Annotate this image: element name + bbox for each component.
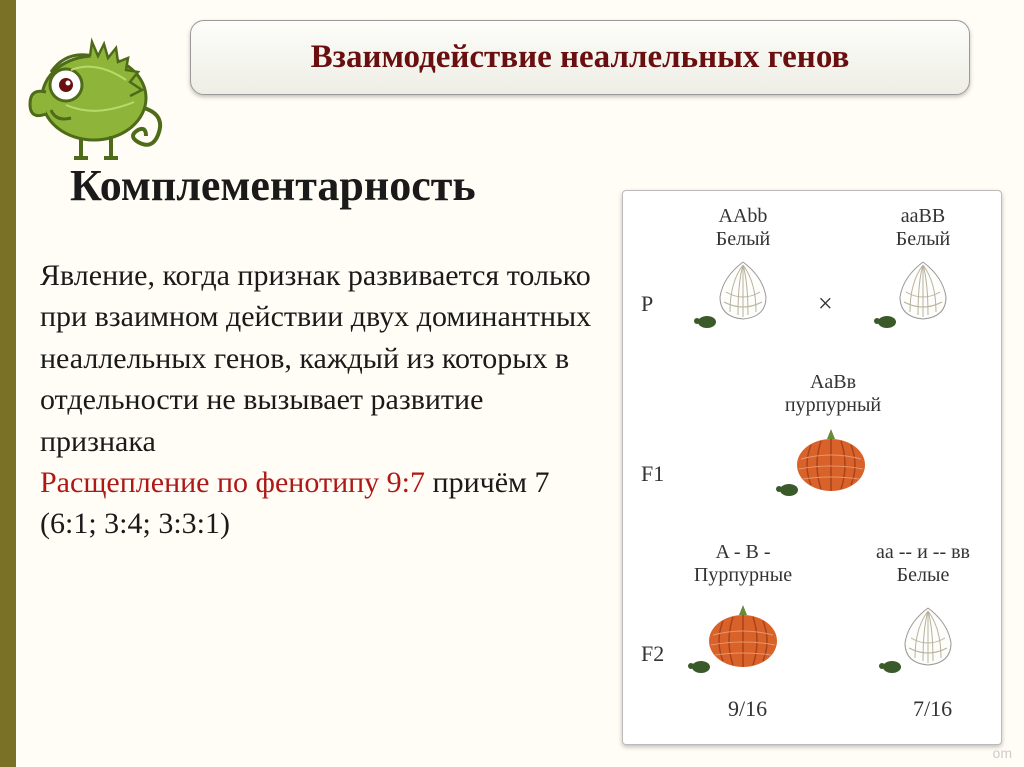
f2-right-phenotype: Белые (897, 564, 950, 586)
pumpkin-f2-icon (703, 601, 783, 669)
f1-phenotype: пурпурный (785, 394, 881, 416)
watermark: om (993, 745, 1012, 761)
side-stripe (0, 0, 16, 767)
pumpkin-f1-icon (791, 425, 871, 493)
body-paragraph: Явление, когда признак развивается тольк… (40, 255, 595, 545)
genetics-diagram: AAbb Белый aaBB Белый P × AaBв пурпурный… (622, 190, 1002, 745)
title-banner: Взаимодействие неаллельных генов (190, 20, 970, 95)
f2-side-label: F2 (641, 641, 664, 667)
parent-right-genotype: aaBB (901, 205, 945, 227)
f1-side-label: F1 (641, 461, 664, 487)
p-label: P (641, 291, 653, 317)
parent-left-genotype: AAbb (719, 205, 768, 227)
cross-symbol: × (818, 289, 833, 319)
f2-left-fraction: 9/16 (728, 696, 767, 722)
f2-left-phenotype: Пурпурные (694, 564, 792, 586)
title-text: Взаимодействие неаллельных генов (311, 39, 850, 75)
turtle-icon (687, 656, 713, 676)
f2-left-genotype: A - B - (716, 541, 771, 563)
parent-left-phenotype: Белый (716, 228, 770, 250)
parent-right-label: aaBB Белый (873, 205, 973, 251)
turtle-icon (878, 656, 904, 676)
f1-label: AaBв пурпурный (773, 371, 893, 417)
f2-right-fraction: 7/16 (913, 696, 952, 722)
chameleon-icon (16, 30, 166, 165)
parent-right-phenotype: Белый (896, 228, 950, 250)
parent-left-label: AAbb Белый (693, 205, 793, 251)
body-main: Явление, когда признак развивается тольк… (40, 259, 591, 458)
body-highlight: Расщепление по фенотипу 9:7 (40, 466, 425, 499)
f2-right-label: aa -- и -- вв Белые (848, 541, 998, 587)
f1-genotype: AaBв (810, 371, 856, 393)
turtle-icon (775, 479, 801, 499)
turtle-icon (693, 311, 719, 331)
f2-right-genotype: aa -- и -- вв (876, 541, 970, 563)
subtitle: Комплементарность (70, 160, 476, 211)
turtle-icon (873, 311, 899, 331)
f2-left-label: A - B - Пурпурные (668, 541, 818, 587)
